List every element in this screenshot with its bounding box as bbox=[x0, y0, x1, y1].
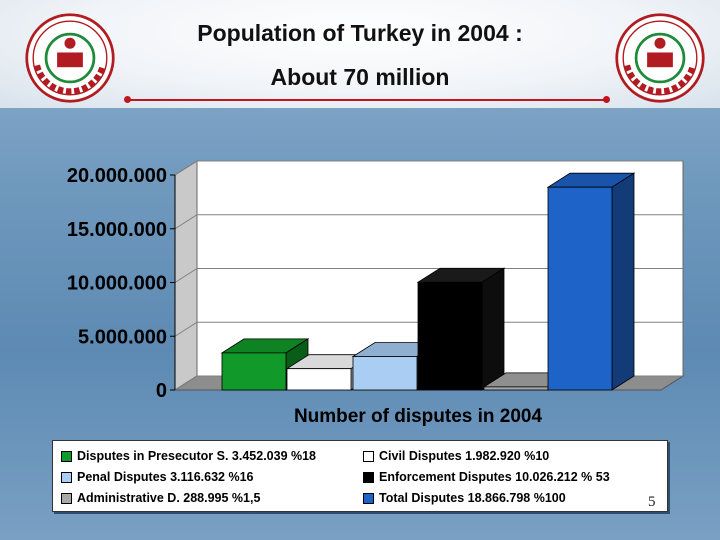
divider-dot bbox=[124, 96, 131, 103]
bar bbox=[546, 172, 636, 391]
legend-label: Civil Disputes 1.982.920 %10 bbox=[379, 449, 550, 463]
x-axis-label: Number of disputes in 2004 bbox=[294, 406, 543, 427]
disputes-bar-chart: 0 5.000.000 10.000.000 15.000.000 20.000.000… bbox=[67, 160, 685, 427]
y-tick-label: 15.000.000 bbox=[67, 219, 167, 241]
page-number: 5 bbox=[648, 494, 656, 510]
gridline bbox=[174, 160, 683, 176]
slide-title: Population of Turkey in 2004 : bbox=[197, 20, 523, 46]
gridline bbox=[174, 268, 683, 283]
legend-swatch bbox=[363, 492, 374, 504]
gridline bbox=[174, 321, 683, 337]
y-tick-label: 5.000.000 bbox=[78, 326, 167, 348]
legend-label: Administrative D. 288.995 %1,5 bbox=[77, 491, 261, 505]
legend-entry: Total Disputes 18.866.798 %100 bbox=[363, 491, 566, 505]
chart-legend: Disputes in Presecutor S. 3.452.039 %18 C… bbox=[52, 440, 668, 512]
legend-swatch bbox=[61, 492, 72, 504]
legend-swatch bbox=[61, 450, 72, 462]
legend-entry: Civil Disputes 1.982.920 %10 bbox=[363, 449, 549, 463]
slide-subtitle: About 70 million bbox=[270, 64, 450, 90]
adalet-bakanligi-seal-icon bbox=[25, 13, 115, 103]
legend-label: Enforcement Disputes 10.026.212 % 53 bbox=[379, 470, 610, 484]
legend-entry: Enforcement Disputes 10.026.212 % 53 bbox=[363, 470, 610, 484]
y-tick-label: 20.000.000 bbox=[67, 165, 167, 187]
adalet-bakanligi-seal-icon bbox=[615, 13, 705, 103]
title-divider bbox=[128, 99, 606, 101]
gridline bbox=[174, 214, 683, 230]
legend-label: Disputes in Presecutor S. 3.452.039 %18 bbox=[77, 449, 317, 463]
legend-label: Penal Disputes 3.116.632 %16 bbox=[77, 470, 254, 484]
y-tick-label: 0 bbox=[156, 380, 167, 402]
legend-swatch bbox=[61, 471, 72, 483]
y-tick-label: 10.000.000 bbox=[67, 273, 167, 295]
legend-swatch bbox=[363, 450, 374, 462]
legend-entry: Administrative D. 288.995 %1,5 bbox=[61, 491, 260, 505]
legend-entry: Penal Disputes 3.116.632 %16 bbox=[61, 470, 254, 484]
bar bbox=[416, 267, 506, 391]
slide-header: Population of Turkey in 2004 : About 70 … bbox=[0, 0, 720, 108]
legend-label: Total Disputes 18.866.798 %100 bbox=[379, 491, 566, 505]
legend-swatch bbox=[363, 471, 374, 483]
divider-dot bbox=[603, 96, 610, 103]
legend-entry: Disputes in Presecutor S. 3.452.039 %18 bbox=[61, 449, 316, 463]
